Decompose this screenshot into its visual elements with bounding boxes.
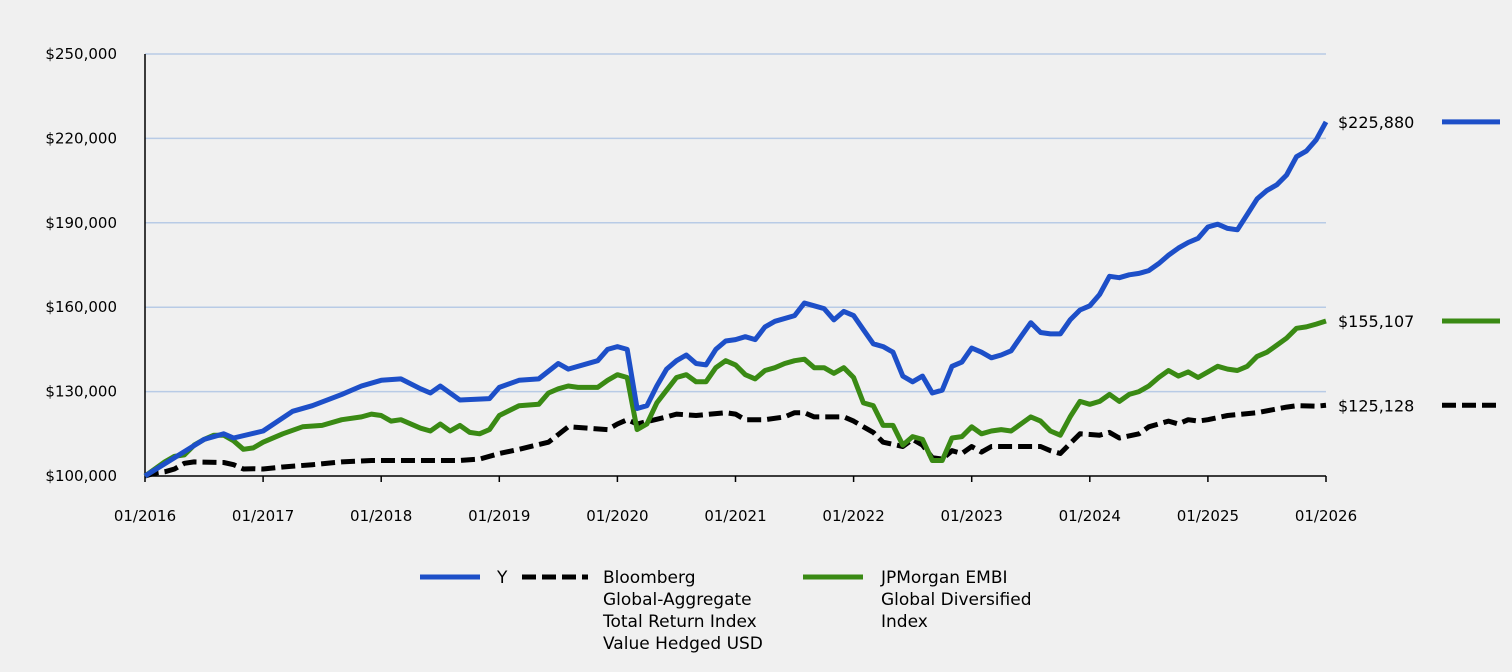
series-lines: [143, 120, 1329, 479]
y-tick-label: $250,000: [45, 45, 117, 63]
legend-label: Index: [881, 612, 928, 632]
x-tick-label: 01/2021: [704, 507, 766, 525]
legend-label: Bloomberg: [603, 568, 695, 588]
legend-label: Global Diversified: [881, 590, 1032, 610]
x-tick-label: 01/2016: [114, 507, 176, 525]
y-tick-label: $130,000: [45, 383, 117, 401]
gridlines: [145, 53, 1326, 393]
x-axis: 01/2016 01/2017 01/2018 01/2019 01/2020 01/20…: [114, 475, 1357, 525]
y-tick-label: $160,000: [45, 298, 117, 316]
end-value-label: $125,128: [1338, 396, 1414, 415]
end-value-label: $155,107: [1338, 312, 1414, 331]
x-tick-label: 01/2018: [350, 507, 412, 525]
legend-label: Total Return Index: [602, 612, 757, 632]
x-tick-label: 01/2025: [1177, 507, 1239, 525]
series-line-2: [143, 318, 1327, 479]
y-tick-label: $190,000: [45, 214, 117, 232]
x-tick-label: 01/2026: [1295, 507, 1357, 525]
x-tick-label: 01/2017: [232, 507, 294, 525]
legend-label: Y: [496, 568, 508, 588]
series-line-1: [144, 402, 1327, 479]
x-tick-label: 01/2023: [941, 507, 1003, 525]
legend-label: JPMorgan EMBI: [880, 568, 1008, 588]
x-tick-label: 01/2019: [468, 507, 530, 525]
series-line-0: [143, 120, 1329, 479]
legend-label: Value Hedged USD: [603, 634, 763, 654]
y-tick-label: $100,000: [45, 467, 117, 485]
end-labels: $225,880 $125,128 $155,107: [1338, 113, 1500, 415]
legend-label: Global-Aggregate: [603, 590, 752, 610]
y-tick-label: $220,000: [45, 129, 117, 147]
y-axis: $100,000 $130,000 $160,000 $190,000 $220,000…: [45, 45, 146, 485]
x-tick-label: 01/2022: [822, 507, 884, 525]
x-tick-label: 01/2024: [1059, 507, 1121, 525]
end-value-label: $225,880: [1338, 113, 1414, 132]
x-tick-label: 01/2020: [586, 507, 648, 525]
